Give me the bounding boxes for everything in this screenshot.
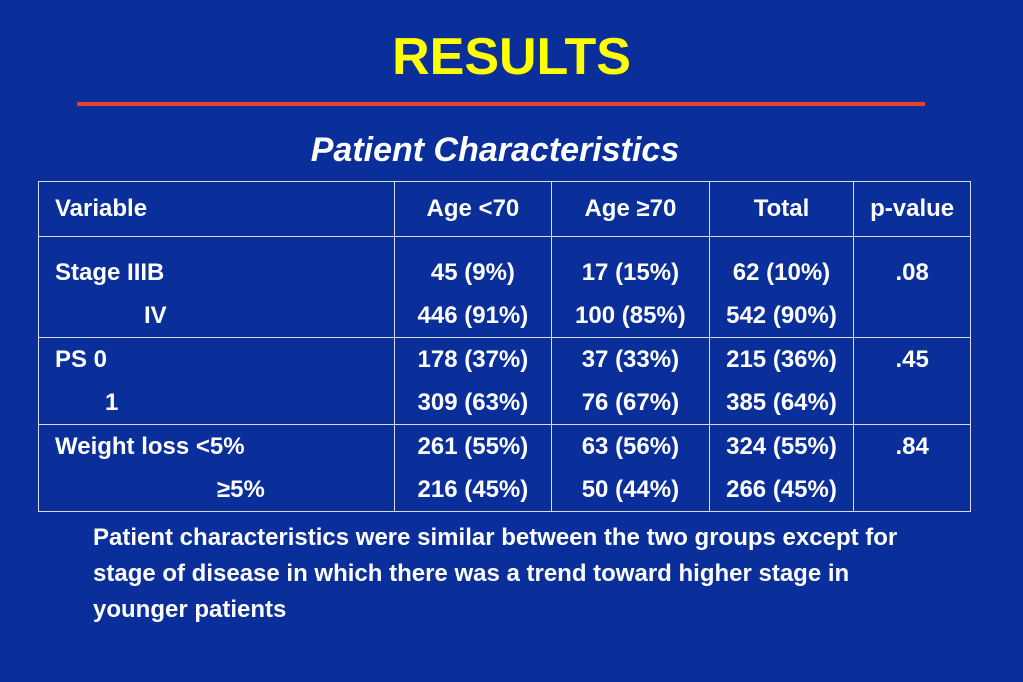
row-label: ≥5% — [38, 468, 395, 512]
cell-age-70-plus: 63 (56%) — [551, 424, 710, 468]
cell-p-value — [853, 468, 971, 512]
header-variable: Variable — [38, 181, 395, 237]
row-label: Weight loss <5% — [38, 424, 395, 468]
cell-age-under-70: 178 (37%) — [393, 337, 553, 381]
cell-age-under-70: 446 (91%) — [393, 294, 553, 338]
cell-p-value: .45 — [853, 337, 971, 381]
table-row: PS 0 178 (37%) 37 (33%) 215 (36%) .45 — [38, 337, 971, 381]
table-row: IV 446 (91%) 100 (85%) 542 (90%) — [38, 294, 971, 338]
cell-age-70-plus: 100 (85%) — [551, 294, 710, 338]
cell-age-under-70: 45 (9%) — [393, 236, 553, 294]
cell-age-under-70: 261 (55%) — [393, 424, 553, 468]
cell-age-70-plus: 37 (33%) — [551, 337, 710, 381]
cell-total: 385 (64%) — [708, 381, 855, 425]
header-p-value: p-value — [853, 181, 971, 237]
patient-characteristics-table: Variable Age <70 Age ≥70 Total p-value S… — [38, 181, 971, 512]
row-label: PS 0 — [38, 337, 395, 381]
title-divider — [77, 102, 925, 106]
cell-age-under-70: 216 (45%) — [393, 468, 553, 512]
cell-age-70-plus: 17 (15%) — [551, 236, 710, 294]
table-row: 1 309 (63%) 76 (67%) 385 (64%) — [38, 381, 971, 425]
slide-title: RESULTS — [392, 28, 631, 86]
summary-text: Patient characteristics were similar bet… — [93, 524, 898, 623]
header-age-under-70: Age <70 — [393, 181, 553, 237]
cell-p-value: .08 — [853, 236, 971, 294]
cell-age-70-plus: 76 (67%) — [551, 381, 710, 425]
header-age-70-plus: Age ≥70 — [551, 181, 710, 237]
cell-total: 324 (55%) — [708, 424, 855, 468]
header-total: Total — [708, 181, 855, 237]
row-label: Stage IIIB — [38, 236, 395, 294]
cell-total: 62 (10%) — [708, 236, 855, 294]
table-subtitle: Patient Characteristics — [310, 131, 680, 169]
row-label: 1 — [38, 381, 395, 425]
cell-total: 266 (45%) — [708, 468, 855, 512]
table-header-row: Variable Age <70 Age ≥70 Total p-value — [38, 181, 971, 237]
cell-total: 215 (36%) — [708, 337, 855, 381]
cell-age-under-70: 309 (63%) — [393, 381, 553, 425]
row-label: IV — [38, 294, 395, 338]
table-row: Stage IIIB 45 (9%) 17 (15%) 62 (10%) .08 — [38, 236, 971, 294]
table-row: Weight loss <5% 261 (55%) 63 (56%) 324 (… — [38, 424, 971, 468]
cell-p-value — [853, 381, 971, 425]
cell-total: 542 (90%) — [708, 294, 855, 338]
cell-p-value — [853, 294, 971, 338]
cell-age-70-plus: 50 (44%) — [551, 468, 710, 512]
table-row: ≥5% 216 (45%) 50 (44%) 266 (45%) — [38, 468, 971, 512]
cell-p-value: .84 — [853, 424, 971, 468]
